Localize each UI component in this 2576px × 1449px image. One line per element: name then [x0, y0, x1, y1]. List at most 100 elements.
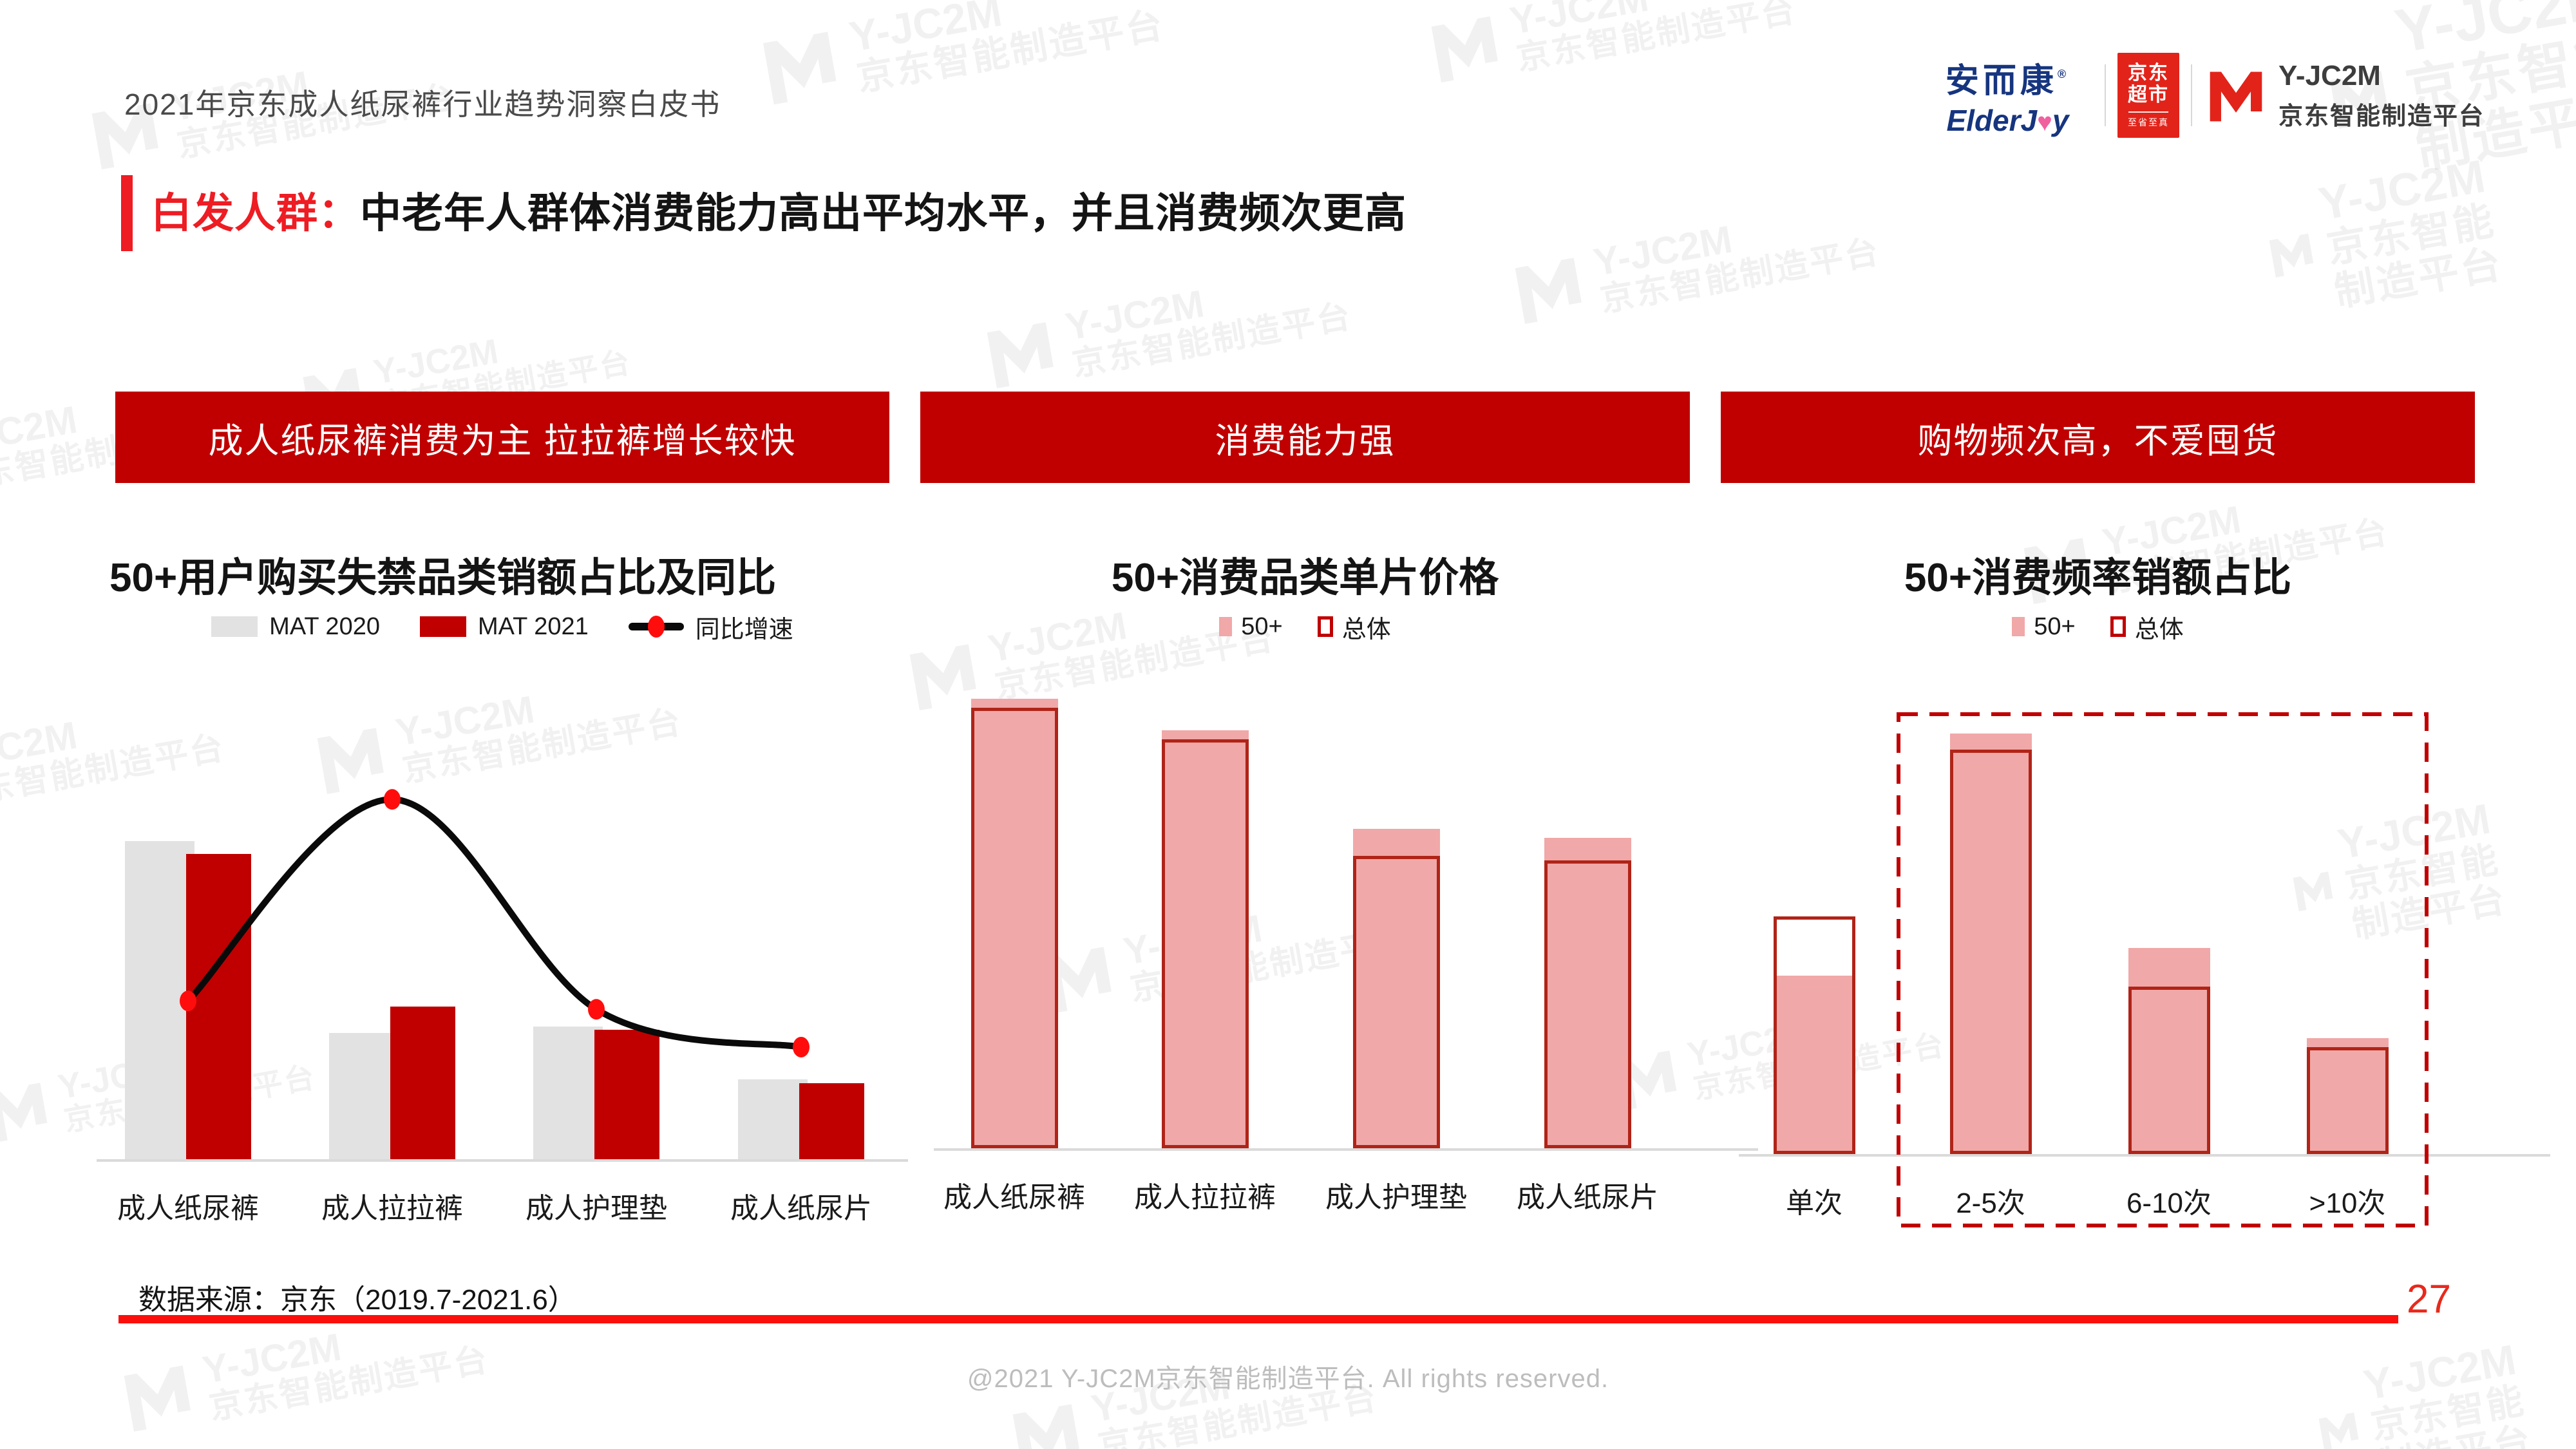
watermark-m-icon: [0, 1083, 48, 1142]
yjc2m-name: Y-JC2M: [2278, 59, 2381, 91]
legend-label-overall: 总体: [2134, 616, 2184, 643]
legend-label-50plus: 50+: [2034, 612, 2076, 640]
chart3-legend: 50+ 总体: [1721, 612, 2475, 643]
banner-spending-power: 消费能力强: [920, 392, 1690, 483]
document-title: 2021年京东成人纸尿裤行业趋势洞察白皮书: [124, 88, 721, 121]
watermark-m-icon: [2269, 233, 2314, 278]
data-source-note: 数据来源：京东（2019.7-2021.6）: [138, 1284, 576, 1316]
chart3-x-axis: [1739, 1154, 2550, 1157]
elderjoy-logo: 安而康® ElderJ♥y: [1922, 53, 2093, 138]
x-axis-label-成人拉拉裤: 成人拉拉裤: [1134, 1182, 1276, 1213]
bar-overall-成人拉拉裤: [1161, 739, 1249, 1148]
x-axis-label-成人纸尿片: 成人纸尿片: [1517, 1182, 1658, 1213]
bar-mat2021-成人纸尿片: [799, 1083, 864, 1159]
legend-label-mat2021: MAT 2021: [477, 612, 589, 640]
footer-divider-line: [118, 1315, 2398, 1323]
x-axis-label-单次: 单次: [1786, 1188, 1842, 1219]
headline-accent-bar: [121, 175, 133, 251]
jd-logo-rule: [2128, 111, 2168, 113]
registered-mark-icon: ®: [2057, 67, 2070, 80]
legend-label-mat2020: MAT 2020: [269, 612, 380, 640]
watermark-m-icon: [762, 32, 837, 105]
heart-icon: ♥: [2037, 108, 2052, 137]
banner-purchase-frequency: 购物频次高，不爱囤货: [1721, 392, 2475, 483]
copyright-footer: @2021 Y-JC2M京东智能制造平台. All rights reserve…: [967, 1365, 1609, 1393]
bar-mat2020-成人拉拉裤: [329, 1033, 399, 1159]
banner-category-structure: 成人纸尿裤消费为主 拉拉裤增长较快: [115, 392, 889, 483]
bar-overall-单次: [1773, 916, 1855, 1154]
page-title-accent: 白发人群：: [151, 190, 360, 236]
page-title-rest: 中老年人群体消费能力高出平均水平，并且消费频次更高: [360, 190, 1406, 236]
x-axis-label-2-5次: 2-5次: [1956, 1188, 2025, 1219]
yjc2m-m-icon: [2210, 71, 2262, 122]
chart2-legend: 50+ 总体: [920, 612, 1690, 643]
legend-label-yoy: 同比增速: [695, 616, 793, 643]
chart2-title: 50+消费品类单片价格: [1111, 556, 1499, 600]
legend-swatch-50plus: [2012, 617, 2025, 636]
logo-strip: 安而康® ElderJ♥y 京东 超市 至省至真 Y-JC2M 京东智能制造平台: [1922, 50, 2485, 140]
watermark-m-icon: [2318, 1412, 2359, 1449]
bar-overall-2-5次: [1949, 750, 2032, 1154]
bar-mat2020-成人纸尿片: [738, 1079, 808, 1159]
legend-line-dot-icon: [628, 616, 684, 638]
x-axis-label-成人拉拉裤: 成人拉拉裤: [321, 1193, 463, 1224]
legend-swatch-overall: [2110, 616, 2126, 637]
bar-mat2020-成人护理垫: [533, 1027, 603, 1159]
chart1-x-axis: [97, 1159, 908, 1162]
jd-logo-line1: 京东: [2128, 62, 2169, 84]
chart-price-per-piece: 成人纸尿裤 成人拉拉裤 成人护理垫 成人纸尿片: [934, 690, 1758, 1213]
page-number: 27: [2407, 1277, 2451, 1321]
chart-sales-share-yoy: 成人纸尿裤 成人拉拉裤 成人护理垫 成人纸尿片: [97, 701, 908, 1224]
x-axis-label->10次: >10次: [2309, 1188, 2386, 1219]
watermark-m-icon: [1515, 258, 1582, 325]
bar-50plus-单次: [1773, 976, 1855, 1154]
x-axis-label-成人护理垫: 成人护理垫: [526, 1193, 667, 1224]
x-axis-label-成人纸尿裤: 成人纸尿裤: [943, 1182, 1085, 1213]
chart1-title: 50+用户购买失禁品类销额占比及同比: [109, 556, 777, 600]
yjc2m-subtitle: 京东智能制造平台: [2278, 102, 2485, 130]
x-axis-label-6-10次: 6-10次: [2126, 1188, 2212, 1219]
bar-mat2020-成人纸尿裤: [125, 841, 194, 1159]
bar-50plus-成人纸尿裤: [971, 699, 1058, 1148]
bar-mat2021-成人纸尿裤: [186, 854, 251, 1159]
bar-overall->10次: [2306, 1047, 2389, 1154]
watermark-m-icon: [1431, 16, 1498, 83]
bar-50plus-成人护理垫: [1352, 829, 1440, 1148]
bar-overall-成人纸尿裤: [971, 708, 1058, 1148]
watermark-m-icon: [1012, 1404, 1079, 1449]
bar-overall-成人护理垫: [1352, 856, 1440, 1148]
logo-divider: [2191, 64, 2192, 126]
chart3-title: 50+消费频率销额占比: [1904, 556, 2292, 600]
legend-swatch-overall: [1317, 616, 1333, 637]
x-axis-label-成人纸尿片: 成人纸尿片: [730, 1193, 872, 1224]
legend-swatch-mat2020: [211, 616, 258, 637]
jd-logo-tagline: 至省至真: [2128, 117, 2169, 128]
bar-50plus-成人拉拉裤: [1161, 730, 1249, 1148]
bar-mat2021-成人护理垫: [594, 1030, 659, 1159]
yjc2m-logo: Y-JC2M 京东智能制造平台: [2204, 60, 2485, 131]
logo-divider: [2105, 64, 2106, 126]
legend-swatch-50plus: [1219, 617, 1233, 636]
jd-supermarket-logo: 京东 超市 至省至真: [2117, 53, 2179, 138]
chart-frequency-share: 单次 2-5次 6-10次 >10次: [1739, 696, 2550, 1227]
legend-label-50plus: 50+: [1241, 612, 1283, 640]
page-title: 白发人群：中老年人群体消费能力高出平均水平，并且消费频次更高: [151, 180, 1406, 240]
x-axis-label-成人纸尿裤: 成人纸尿裤: [117, 1193, 259, 1224]
bar-overall-6-10次: [2128, 987, 2210, 1154]
legend-swatch-mat2021: [419, 616, 466, 637]
legend-label-overall: 总体: [1341, 616, 1391, 643]
jd-logo-line2: 超市: [2128, 84, 2169, 106]
watermark-m-icon: [987, 322, 1054, 389]
elderjoy-cn: 安而康: [1945, 62, 2058, 100]
bar-50plus-成人纸尿片: [1544, 838, 1631, 1148]
bar-overall-成人纸尿片: [1544, 860, 1631, 1148]
chart2-x-axis: [934, 1148, 1758, 1151]
bar-mat2021-成人拉拉裤: [390, 1007, 455, 1159]
elderjoy-en: ElderJ♥y: [1946, 103, 2069, 137]
chart1-legend: MAT 2020 MAT 2021 同比增速: [115, 612, 889, 643]
